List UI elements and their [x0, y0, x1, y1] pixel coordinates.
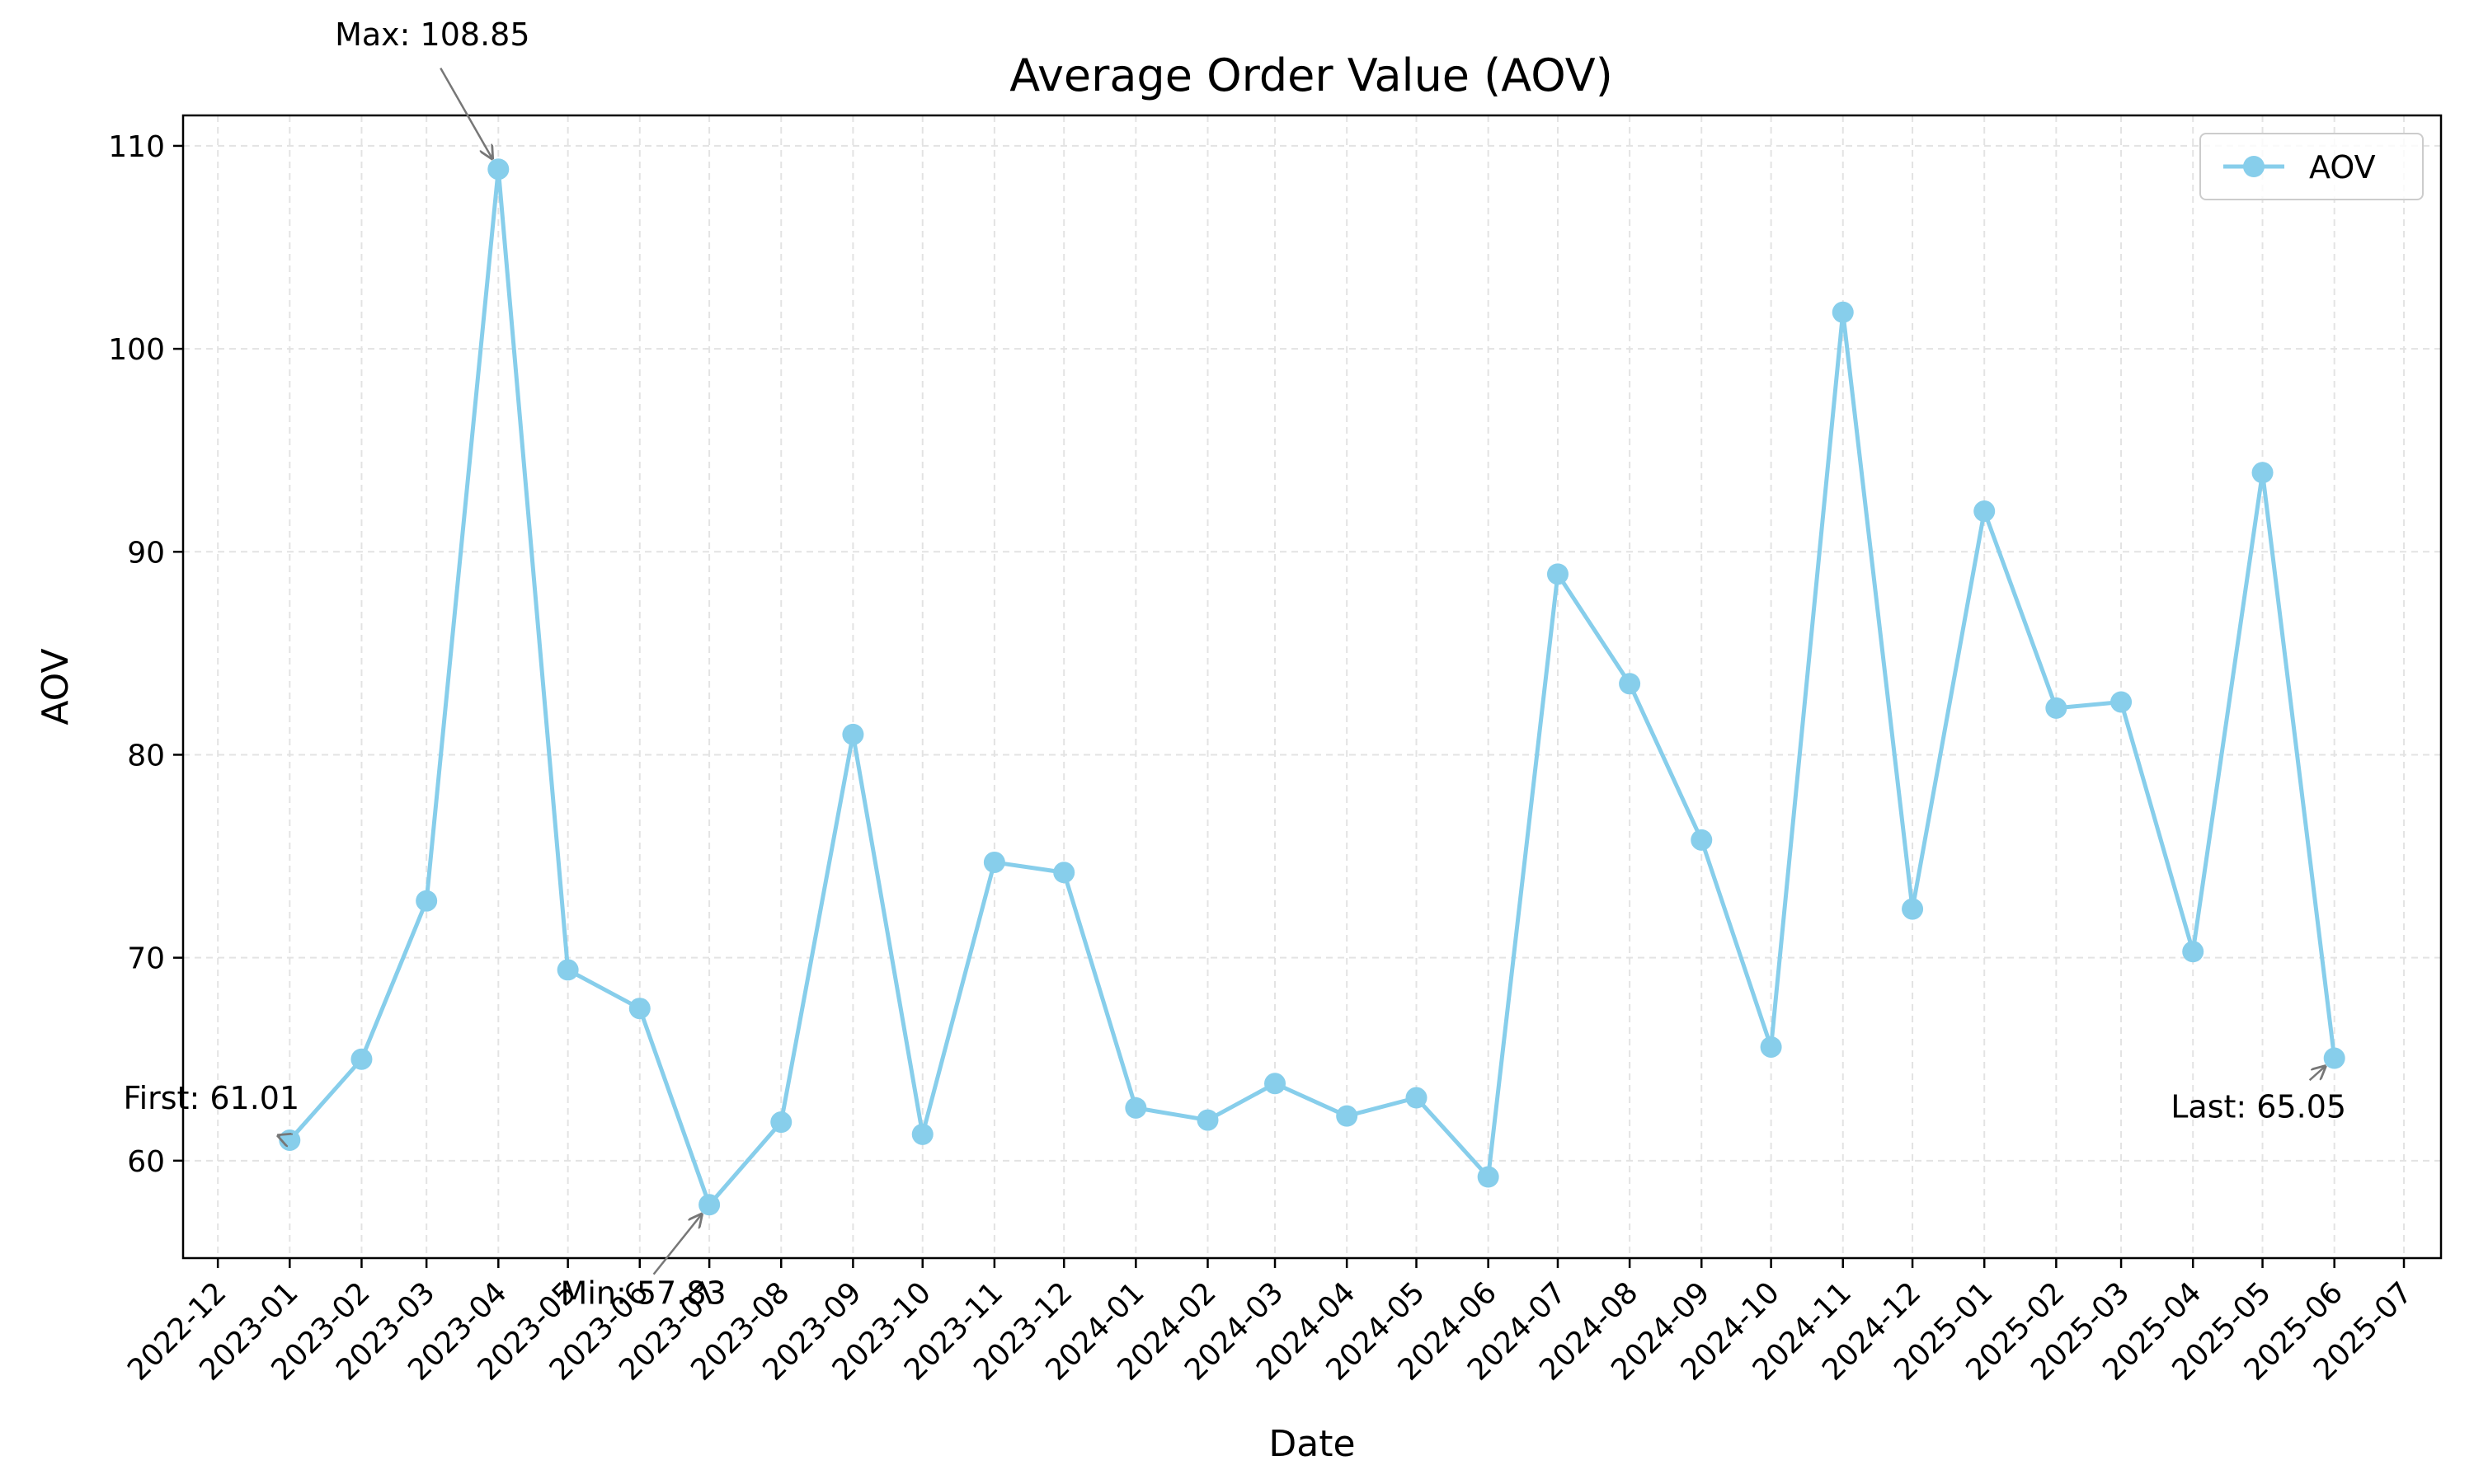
annotation-label: Last: 65.05 — [2171, 1089, 2346, 1125]
data-point — [770, 1111, 793, 1134]
y-tick-label: 90 — [127, 536, 165, 570]
annotation-label: Max: 108.85 — [335, 16, 529, 53]
legend-label-aov: AOV — [2309, 149, 2376, 186]
legend-marker-swatch — [2243, 156, 2265, 177]
data-point — [2110, 691, 2133, 713]
data-point — [487, 158, 510, 181]
data-point — [2182, 941, 2204, 963]
data-point — [279, 1129, 301, 1151]
data-point — [628, 998, 651, 1020]
data-point — [1477, 1166, 1499, 1188]
y-tick-label: 70 — [127, 942, 165, 976]
data-point — [1264, 1073, 1286, 1095]
series-line-aov — [288, 167, 2337, 1207]
annotation-label: First: 61.01 — [123, 1080, 299, 1116]
series-layer — [279, 158, 2345, 1216]
data-point — [911, 1123, 934, 1145]
plot-frame — [181, 114, 2443, 1260]
y-axis-title: AOV — [35, 648, 77, 725]
y-tick-label: 100 — [108, 333, 165, 367]
data-point — [1760, 1036, 1782, 1058]
data-point — [1973, 500, 1996, 523]
data-point — [2251, 462, 2274, 484]
data-point — [1832, 301, 1854, 323]
annotation-label: Min: 57.83 — [561, 1275, 727, 1311]
data-point — [2323, 1047, 2345, 1069]
data-point — [1546, 563, 1569, 585]
annotation-arrow — [440, 67, 492, 159]
y-tick-label: 110 — [108, 130, 165, 164]
data-point — [983, 851, 1005, 873]
data-point — [1053, 862, 1075, 884]
data-point — [1125, 1097, 1147, 1119]
grid — [183, 115, 2441, 1258]
annotation-arrow — [278, 1135, 280, 1136]
data-point — [1619, 673, 1641, 695]
data-point — [1197, 1109, 1219, 1131]
data-point — [2045, 697, 2067, 719]
annotation-arrow — [652, 1214, 702, 1275]
chart-title: Average Order Value (AOV) — [1009, 49, 1613, 101]
data-point — [416, 890, 438, 912]
data-point — [1902, 898, 1924, 920]
legend-box — [2199, 133, 2424, 200]
x-axis-title: Date — [1268, 1423, 1355, 1465]
annotation-arrow — [2308, 1066, 2326, 1082]
data-point — [1405, 1087, 1427, 1109]
data-point — [1336, 1105, 1358, 1127]
legend: AOV — [2199, 133, 2424, 200]
annotations: Max: 108.85 Min: 57.83 First: 61.01 Last: 6… — [123, 16, 2346, 1311]
data-point — [1691, 829, 1713, 851]
data-point — [350, 1048, 373, 1070]
data-point — [698, 1194, 721, 1216]
data-point — [842, 723, 864, 745]
data-point — [557, 959, 579, 981]
y-tick-label: 60 — [127, 1145, 165, 1179]
y-tick-label: 80 — [127, 739, 165, 773]
